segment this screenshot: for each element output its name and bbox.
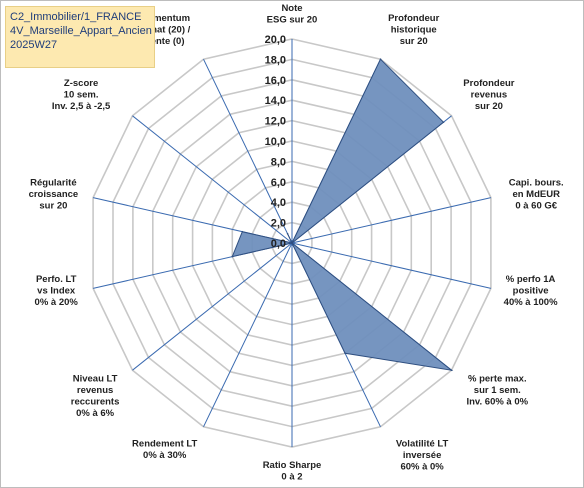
axis-label: Régularité croissance sur 20: [29, 178, 79, 212]
axis-spoke: [132, 115, 293, 244]
axis-label-line: Capi. bours.: [509, 178, 564, 189]
axis-label: Profondeur historique sur 20: [388, 13, 439, 47]
axis-label-line: 60% à 0%: [400, 462, 444, 473]
radar-series: [231, 58, 454, 372]
axis-spoke: [132, 242, 293, 371]
series-point: [442, 121, 445, 123]
axis-label-line: Achat (20) /: [139, 24, 191, 35]
tick-label: 12,0: [265, 116, 286, 128]
axis-label-line: reccurents: [71, 397, 120, 408]
axis-label-line: Niveau LT: [73, 374, 118, 385]
tick-label: 4,0: [271, 197, 286, 209]
axis-label-line: Perfo. LT: [36, 274, 77, 285]
axis-label: Niveau LT revenus reccurents 0% à 6%: [71, 374, 120, 420]
tick-label: 0,0: [271, 238, 286, 250]
radar-axis-labels: Note ESG sur 20 Profondeur historique sur 20…: [29, 3, 564, 483]
axis-label-line: Inv. 60% à 0%: [466, 397, 528, 408]
axis-spoke: [203, 58, 293, 244]
chart-title-box: C2_Immobilier/1_FRANCE 4V_Marseille_Appa…: [5, 6, 155, 68]
axis-label-line: Rendement LT: [132, 439, 197, 450]
axis-label-line: 0% à 20%: [35, 297, 79, 308]
axis-label-line: Ratio Sharpe: [263, 460, 322, 471]
axis-spoke: [291, 242, 492, 289]
axis-label-line: Note: [281, 3, 302, 14]
series-point: [291, 242, 293, 244]
axis-label: % perfo 1A positive 40% à 100%: [504, 274, 558, 308]
axis-label-line: sur 20: [39, 201, 67, 212]
tick-label: 20,0: [265, 34, 286, 46]
tick-label: 16,0: [265, 75, 286, 87]
axis-label: Perfo. LT vs Index 0% à 20%: [35, 274, 79, 308]
axis-label-line: % perte max.: [468, 374, 527, 385]
radar-tick-labels: 0,0 2,0 4,0 6,0 8,0 10,0 12,0 14,0 16,0 18,0 20,0: [265, 34, 286, 250]
tick-label: 14,0: [265, 95, 286, 107]
axis-label-line: Régularité: [30, 178, 76, 189]
chart-title-line-3: 2025W27: [10, 39, 58, 51]
axis-label: Ratio Sharpe 0 à 2: [263, 460, 322, 483]
series-point: [379, 58, 382, 60]
axis-label-line: en MdEUR: [512, 189, 560, 200]
chart-title-line-1: C2_Immobilier/1_FRANCE: [10, 11, 142, 23]
axis-label-line: sur 1 sem.: [474, 385, 521, 396]
axis-label: Note ESG sur 20: [267, 3, 318, 26]
axis-label: Capi. bours. en MdEUR 0 à 60 G€: [509, 178, 564, 212]
axis-label: Momentum Achat (20) / Vente (0): [139, 13, 191, 47]
axis-label-line: % perfo 1A: [506, 274, 556, 285]
series-point: [241, 230, 244, 233]
series-point: [344, 352, 346, 355]
axis-label-line: 40% à 100%: [504, 297, 558, 308]
series-point: [231, 255, 234, 258]
axis-label: Profondeur revenus sur 20: [463, 78, 514, 112]
axis-spoke: [203, 242, 293, 428]
tick-label: 18,0: [265, 54, 286, 66]
axis-label: Z-score 10 sem. Inv. 2,5 à -2,5: [52, 78, 111, 112]
axis-label-line: 0 à 2: [281, 472, 302, 483]
axis-label: Rendement LT 0% à 30%: [132, 439, 197, 462]
axis-label-line: Profondeur: [388, 13, 439, 24]
tick-label: 6,0: [271, 177, 286, 189]
axis-label-line: 0% à 30%: [143, 450, 187, 461]
axis-label-line: 0% à 6%: [76, 408, 115, 419]
axis-label-line: sur 20: [475, 101, 503, 112]
axis-label-line: inversée: [403, 450, 442, 461]
axis-label-line: Z-score: [64, 78, 98, 89]
series-area: [231, 58, 454, 371]
tick-label: 8,0: [271, 156, 286, 168]
axis-label: Volatilité LT inversée 60% à 0%: [396, 439, 449, 473]
series-point: [450, 369, 453, 372]
axis-label-line: Volatilité LT: [396, 439, 449, 450]
axis-label-line: sur 20: [400, 36, 428, 47]
series-point: [286, 233, 289, 235]
axis-spoke: [291, 197, 492, 244]
axis-label-line: ESG sur 20: [267, 15, 318, 26]
axis-label-line: revenus: [77, 385, 113, 396]
chart-title-line-2: 4V_Marseille_Appart_Ancien: [10, 25, 152, 37]
axis-label: % perte max. sur 1 sem. Inv. 60% à 0%: [466, 374, 528, 408]
axis-label-line: Momentum: [139, 13, 190, 24]
tick-label: 10,0: [265, 136, 286, 148]
axis-label-line: croissance: [29, 189, 79, 200]
axis-label-line: revenus: [471, 89, 507, 100]
axis-label-line: historique: [391, 24, 437, 35]
axis-label-line: positive: [513, 285, 549, 296]
axis-label-line: 10 sem.: [64, 89, 99, 100]
tick-label: 2,0: [271, 218, 286, 230]
axis-label-line: vs Index: [37, 285, 76, 296]
axis-label-line: Vente (0): [145, 36, 185, 47]
axis-label-line: Profondeur: [463, 78, 514, 89]
axis-label-line: 0 à 60 G€: [515, 201, 557, 212]
axis-label-line: Inv. 2,5 à -2,5: [52, 101, 111, 112]
